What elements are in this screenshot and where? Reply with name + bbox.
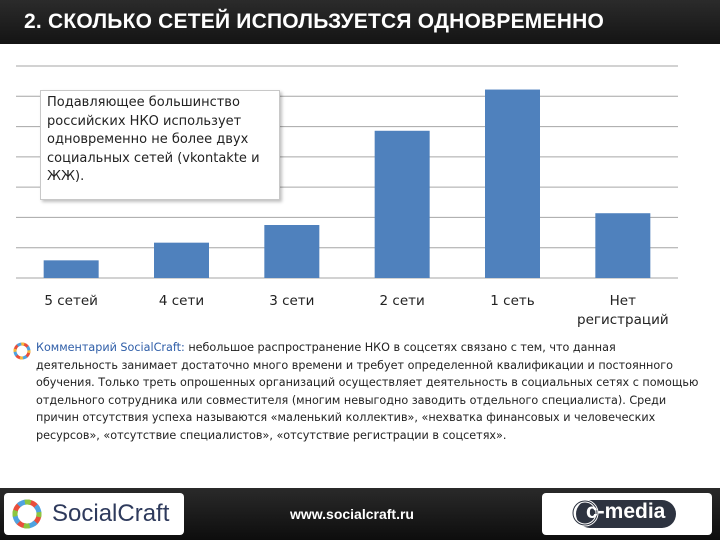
bar-2 [154, 242, 209, 278]
bar-4 [374, 130, 430, 278]
x-tick-label-4: 2 сети [379, 293, 425, 309]
x-tick-label-5: 1 сеть [490, 293, 535, 309]
bar-5 [485, 89, 540, 278]
comment-lead: Комментарий SocialCraft: [36, 341, 185, 354]
socialcraft-logo-text: SocialCraft [52, 500, 170, 527]
comment-body: небольшое распространение НКО в соцсетях… [36, 341, 699, 442]
bar-3 [264, 225, 320, 278]
x-tick-label-2: 4 сети [158, 293, 205, 309]
bar-6 [595, 213, 651, 278]
x-tick-label-1: 5 сетей [44, 293, 98, 309]
socialcraft-logo-box [4, 493, 184, 535]
bar-chart [14, 58, 704, 330]
x-tick-label-3: 3 сети [269, 293, 315, 309]
chart-callout: Подавляющее большинство российских НКО и… [40, 90, 280, 200]
bar-1 [43, 260, 99, 278]
footer-url[interactable]: www.socialcraft.ru [290, 506, 414, 522]
socialcraft-logo-icon [12, 499, 42, 529]
page-title: 2. СКОЛЬКО СЕТЕЙ ИСПОЛЬЗУЕТСЯ ОДНОВРЕМЕН… [24, 10, 604, 33]
socialcraft-ring-icon [13, 342, 31, 360]
cmedia-ring-icon [571, 499, 599, 527]
chart-svg [16, 65, 678, 279]
comment-block: Комментарий SocialCraft: небольшое распр… [36, 339, 700, 445]
x-tick-label-6: Нет регистраций [577, 293, 669, 328]
cmedia-logo-text: c-media [586, 500, 666, 523]
header-bar: 2. СКОЛЬКО СЕТЕЙ ИСПОЛЬЗУЕТСЯ ОДНОВРЕМЕН… [0, 0, 720, 44]
